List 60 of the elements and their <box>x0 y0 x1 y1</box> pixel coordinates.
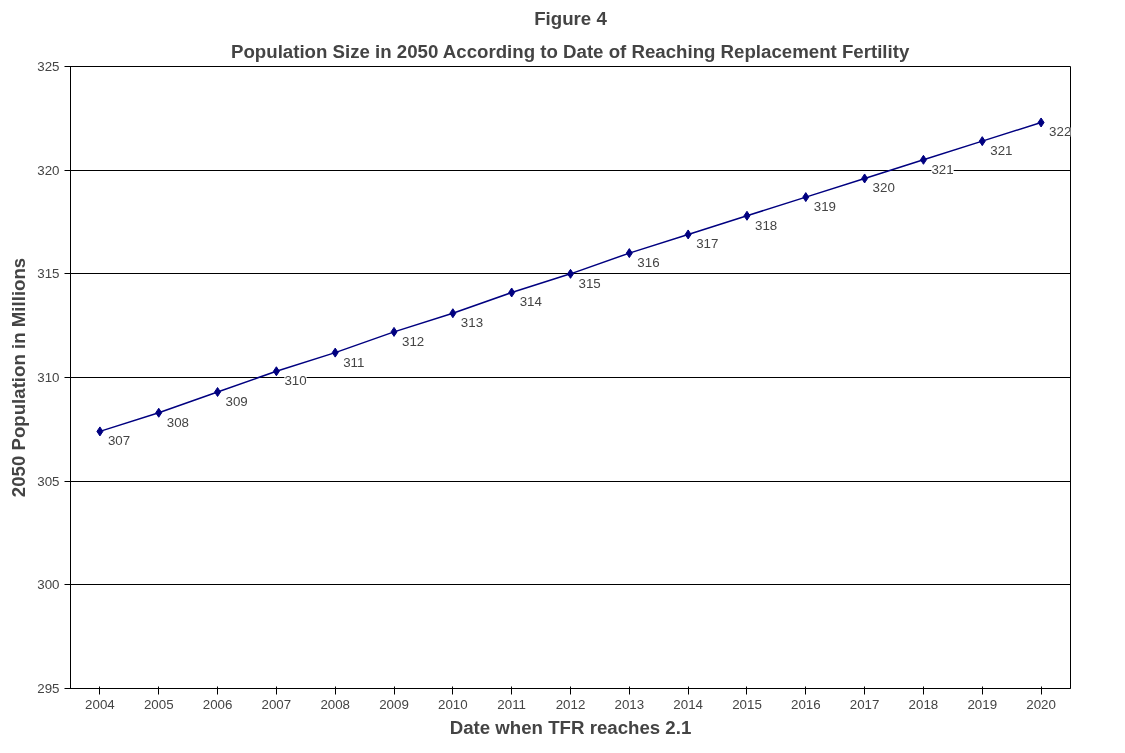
point <box>508 287 516 298</box>
point <box>1037 117 1045 128</box>
y-tick-label: 305 <box>37 473 60 489</box>
data-label: 308 <box>166 414 189 430</box>
point <box>96 426 104 437</box>
point <box>861 173 869 184</box>
data-label: 313 <box>460 315 484 331</box>
data-label: 312 <box>402 333 425 349</box>
x-tick-label: 2005 <box>143 696 174 712</box>
x-tick-label: 2006 <box>202 696 233 712</box>
point <box>331 347 339 358</box>
point <box>743 210 751 221</box>
point <box>214 387 222 398</box>
x-tick-label: 2012 <box>555 696 586 712</box>
data-label: 314 <box>519 294 543 310</box>
y-tick-label: 320 <box>37 162 60 178</box>
data-label: 321 <box>990 143 1013 159</box>
x-tick-label: 2013 <box>614 696 645 712</box>
data-label: 318 <box>754 217 778 233</box>
y-tick-label: 300 <box>37 577 60 593</box>
point <box>155 407 163 418</box>
data-label: 320 <box>872 180 895 196</box>
point <box>272 366 280 377</box>
x-tick-label: 2015 <box>732 696 762 712</box>
x-tick-label: 2011 <box>497 696 527 712</box>
x-tick-label: 2019 <box>967 696 998 712</box>
data-label: 316 <box>637 255 660 271</box>
point <box>978 136 986 147</box>
data-label: 310 <box>284 373 307 389</box>
x-tick-label: 2010 <box>438 696 468 712</box>
y-tick-label: 315 <box>37 266 60 282</box>
y-tick-label: 295 <box>37 681 60 696</box>
x-tick-label: 2009 <box>379 696 409 712</box>
point <box>625 248 633 259</box>
data-label: 309 <box>225 394 248 410</box>
x-tick-label: 2004 <box>85 696 116 712</box>
point <box>449 308 457 319</box>
data-label: 307 <box>107 433 131 449</box>
data-label: 317 <box>696 236 719 252</box>
point <box>684 229 692 240</box>
x-tick-label: 2014 <box>673 696 704 712</box>
x-tick-label: 2016 <box>790 696 821 712</box>
point <box>919 154 927 165</box>
data-label: 319 <box>813 199 837 215</box>
x-tick-label: 2020 <box>1026 696 1056 712</box>
data-label: 311 <box>343 354 365 370</box>
point <box>802 192 810 203</box>
x-tick-label: 2018 <box>908 696 939 712</box>
y-tick-label: 310 <box>37 370 60 385</box>
y-tick-label: 325 <box>37 59 60 74</box>
chart-subtitle: Population Size in 2050 According to Date of Reaching Replacement Fertility <box>230 40 910 62</box>
data-label: 315 <box>578 275 601 291</box>
data-label: 321 <box>931 161 954 177</box>
x-tick-label: 2007 <box>261 696 292 712</box>
chart-title: Figure 4 <box>534 7 608 29</box>
x-tick-label: 2008 <box>320 696 351 712</box>
y-axis-title: 2050 Population in Millions <box>8 257 30 498</box>
x-tick-label: 2017 <box>849 696 880 712</box>
point <box>390 326 398 337</box>
x-axis-title: Date when TFR reaches 2.1 <box>449 716 692 738</box>
